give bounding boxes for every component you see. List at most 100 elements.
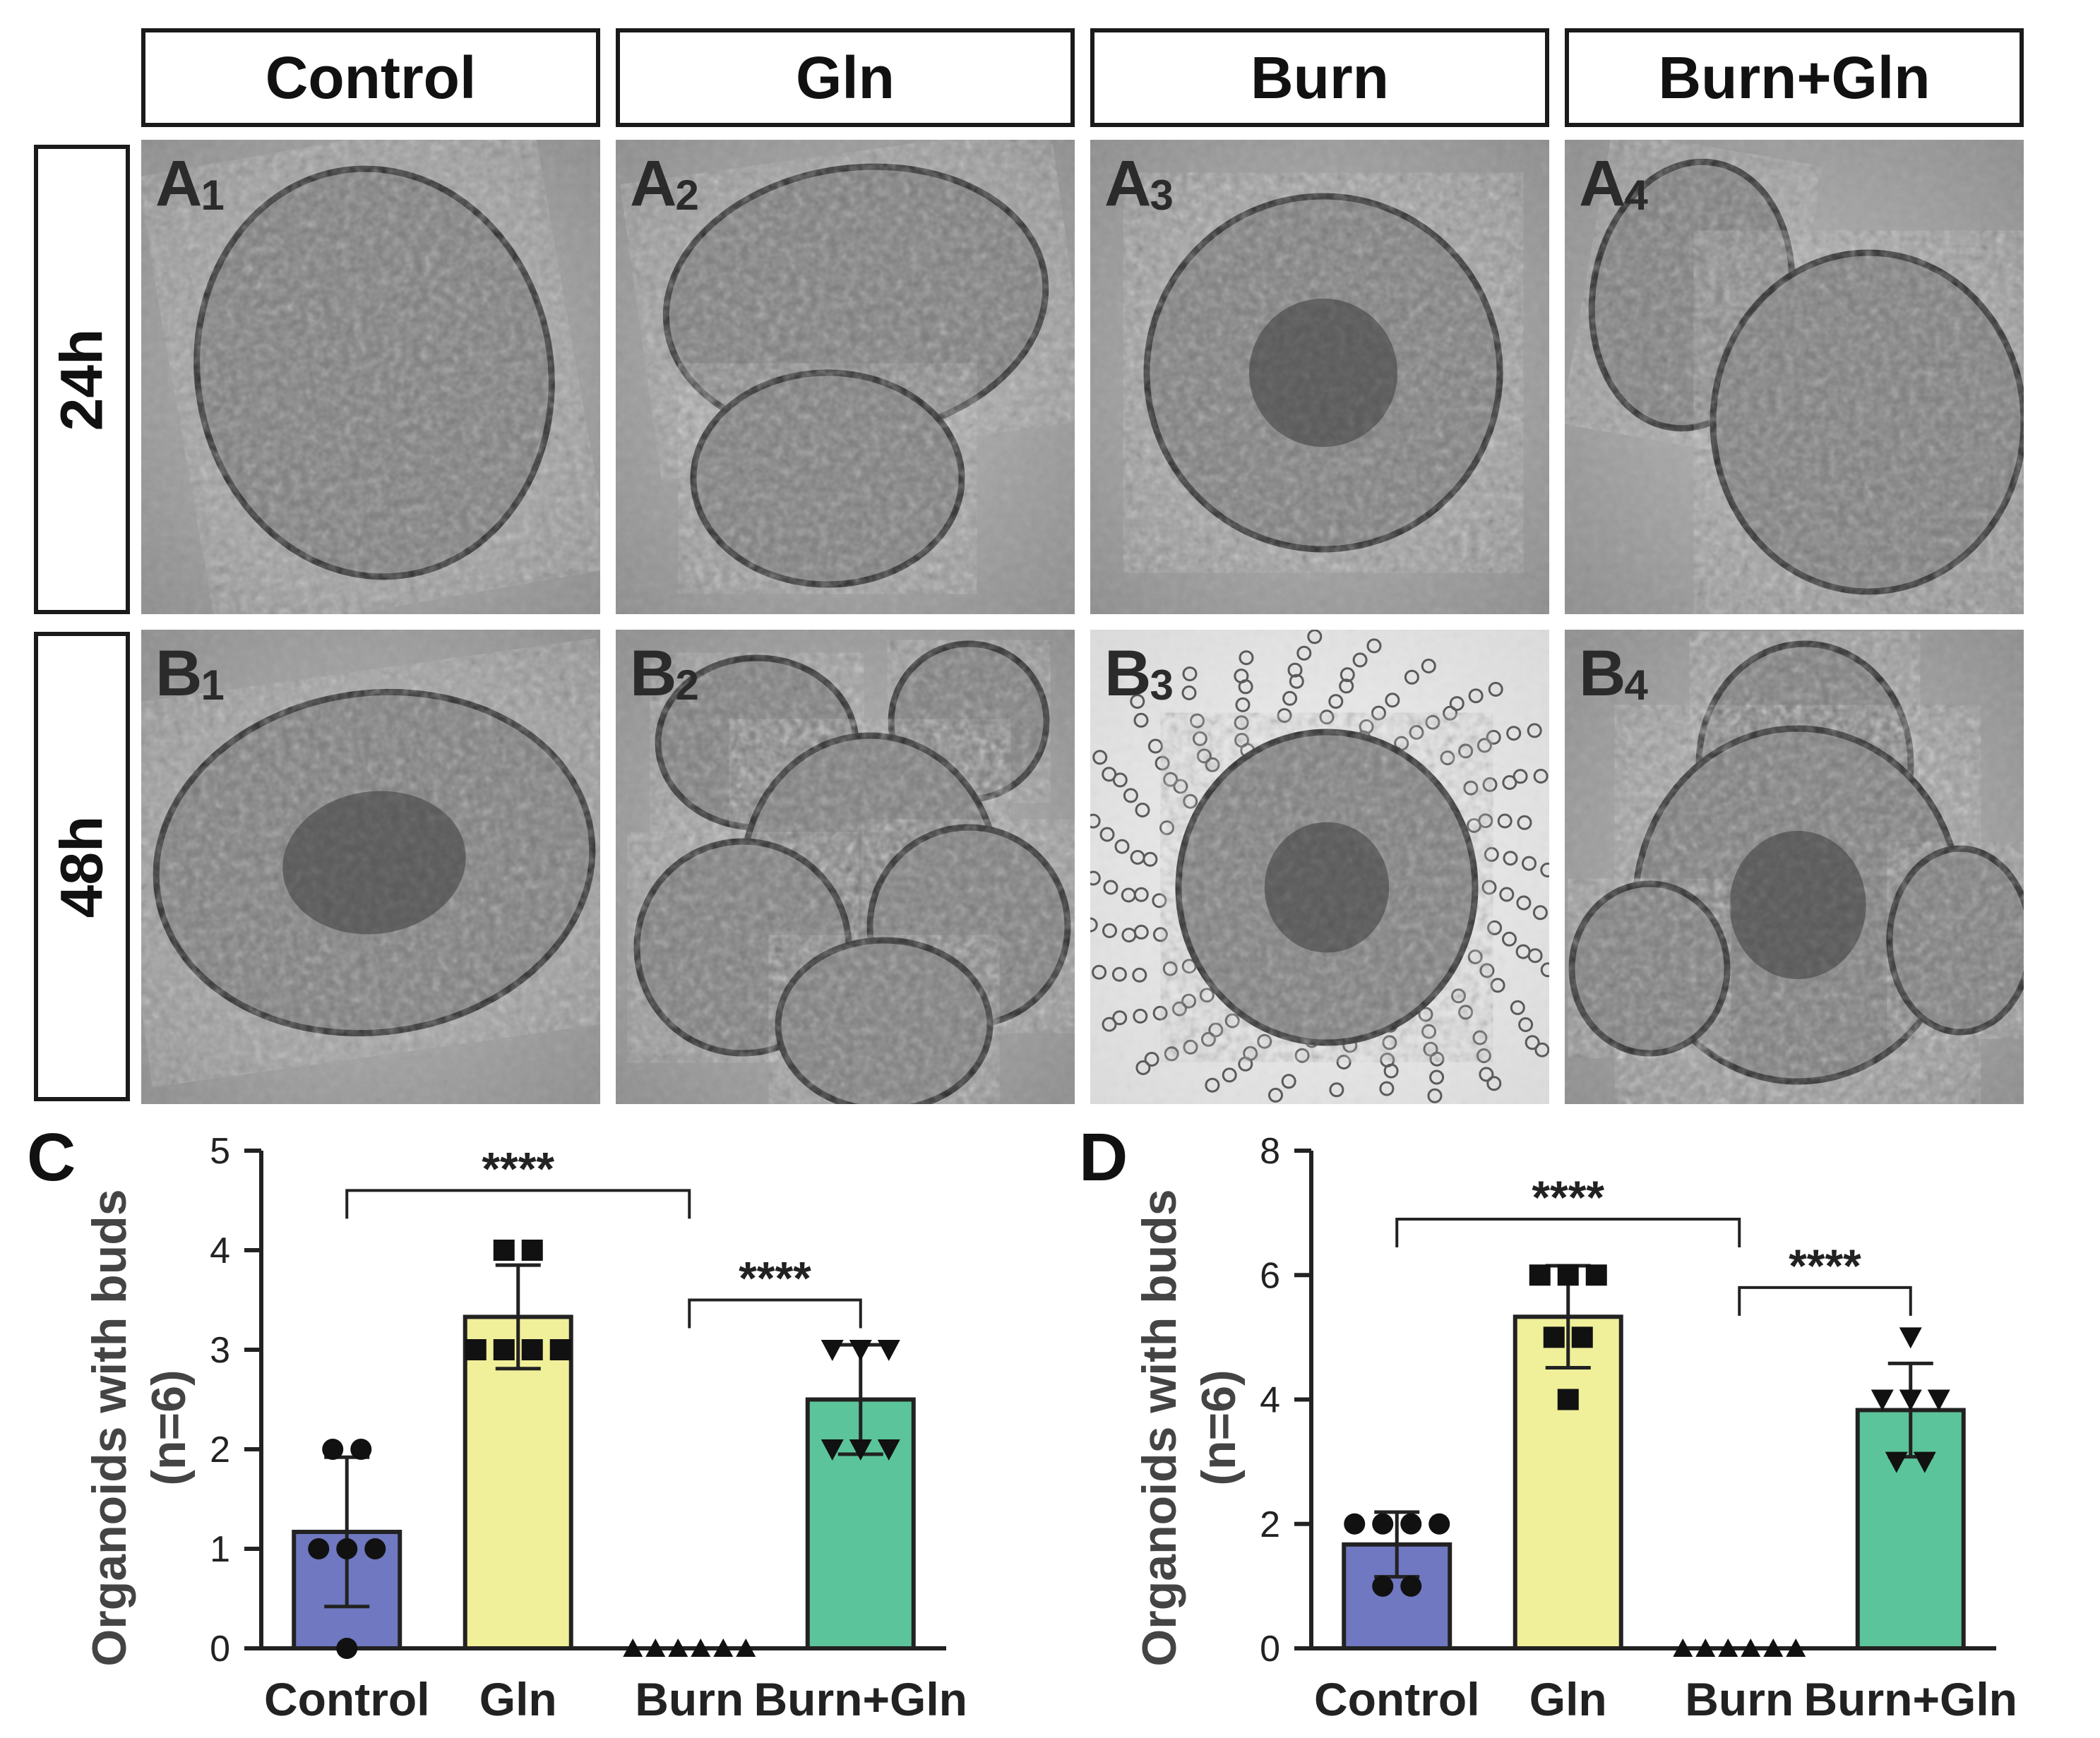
micrograph-panel-b3: B3 — [1090, 630, 1549, 1104]
panel-label-a2: A2 — [630, 147, 699, 221]
data-point — [1400, 1513, 1422, 1535]
panel-label-letter: A — [630, 148, 676, 220]
panel-label-b3: B3 — [1104, 637, 1174, 711]
y-tick-label: 0 — [210, 1629, 230, 1670]
micrograph-image-b1 — [141, 630, 600, 1104]
row-label-48h-text: 48h — [48, 815, 115, 918]
data-point — [1673, 1638, 1693, 1657]
significance-label: **** — [739, 1252, 811, 1305]
data-point — [1899, 1389, 1922, 1411]
data-point — [877, 1439, 900, 1461]
panel-label-subscript: 1 — [201, 661, 224, 709]
y-tick-label: 2 — [1260, 1504, 1280, 1545]
data-point — [1585, 1264, 1607, 1286]
data-point — [1885, 1451, 1908, 1473]
y-tick-label: 8 — [1260, 1131, 1280, 1172]
y-tick-label: 3 — [210, 1330, 230, 1371]
micrograph-image-a4 — [1565, 140, 2024, 614]
column-header-control: Control — [141, 28, 600, 127]
data-point — [322, 1439, 344, 1460]
data-point — [1763, 1638, 1784, 1657]
panel-label-subscript: 1 — [201, 172, 224, 219]
data-point — [1344, 1513, 1366, 1535]
significance-label: **** — [1789, 1240, 1861, 1292]
data-point — [1786, 1638, 1806, 1657]
micrograph-image-b3 — [1090, 630, 1549, 1104]
panel-label-letter: B — [1579, 637, 1625, 709]
panel-label-subscript: 3 — [1150, 172, 1173, 219]
x-tick-label: Burn+Gln — [753, 1673, 967, 1725]
significance-label: **** — [482, 1142, 554, 1194]
panel-label-subscript: 2 — [675, 661, 698, 709]
data-point — [549, 1339, 571, 1360]
x-tick-label: Gln — [1529, 1673, 1607, 1725]
significance-bracket — [1738, 1285, 1912, 1316]
data-point — [849, 1439, 872, 1461]
micrograph-image-a2 — [616, 140, 1075, 614]
panel-label-letter: A — [1104, 148, 1151, 220]
data-point — [736, 1638, 756, 1657]
data-point — [1571, 1326, 1593, 1348]
micrograph-panel-b2: B2 — [616, 630, 1075, 1104]
data-point — [465, 1339, 487, 1360]
panel-label-b1: B1 — [155, 637, 225, 711]
panel-label-subscript: 3 — [1150, 661, 1173, 709]
y-axis-label: Organoids with buds — [83, 1189, 136, 1666]
micrograph-panel-a2: A2 — [616, 140, 1075, 614]
significance-bracket — [688, 1298, 862, 1329]
column-header-gln: Gln — [616, 28, 1075, 127]
data-point — [1529, 1264, 1551, 1286]
data-point — [1927, 1389, 1950, 1411]
panel-label-a4: A4 — [1579, 147, 1648, 221]
y-tick-label: 2 — [210, 1430, 230, 1470]
micrograph-panel-b1: B1 — [141, 630, 600, 1104]
panel-label-letter: A — [1579, 148, 1625, 220]
data-point — [691, 1638, 711, 1657]
y-axis-label-n: (n=6) — [142, 1370, 196, 1485]
row-label-48h: 48h — [34, 632, 130, 1101]
panel-label-letter: B — [155, 637, 202, 709]
y-axis-label-n: (n=6) — [1192, 1370, 1246, 1485]
data-point — [364, 1538, 386, 1559]
data-point — [1557, 1264, 1579, 1286]
data-point — [645, 1638, 666, 1657]
y-tick-label: 0 — [1260, 1629, 1280, 1670]
data-point — [1741, 1638, 1761, 1657]
data-point — [1695, 1638, 1716, 1657]
row-label-24h-text: 24h — [48, 328, 115, 431]
data-point — [1871, 1389, 1894, 1411]
x-tick-label: Gln — [479, 1673, 557, 1725]
data-point — [1372, 1575, 1394, 1597]
y-tick-label: 6 — [1260, 1255, 1280, 1296]
micrograph-image-a1 — [141, 140, 600, 614]
column-header-burn-gln: Burn+Gln — [1565, 28, 2024, 127]
chart-c: 0 1 2 3 4 5 Organoids with buds (n=6) Control Gln… — [0, 1115, 1050, 1734]
panel-label-a1: A1 — [155, 147, 225, 221]
data-point — [821, 1439, 844, 1461]
data-point — [1557, 1389, 1579, 1410]
y-tick-label: 4 — [210, 1230, 230, 1271]
data-point — [1543, 1326, 1565, 1348]
x-tick-label: Burn — [1685, 1673, 1794, 1725]
data-point — [877, 1340, 900, 1361]
panel-label-letter: B — [630, 637, 676, 709]
data-point — [350, 1439, 372, 1460]
panel-label-subscript: 4 — [1624, 172, 1647, 219]
column-header-burn: Burn — [1090, 28, 1549, 127]
significance-bracket — [1395, 1217, 1741, 1247]
chart-d-svg: 0 2 4 6 8 Organoids with buds (n=6) Control Gln B… — [1133, 1131, 2017, 1725]
x-tick-label: Control — [1314, 1673, 1480, 1725]
data-point — [308, 1538, 330, 1559]
data-point — [1899, 1327, 1922, 1349]
data-point — [336, 1538, 358, 1559]
panel-label-subscript: 4 — [1624, 661, 1647, 709]
x-tick-label: Burn+Gln — [1803, 1673, 2017, 1725]
data-point — [336, 1638, 358, 1659]
row-label-24h: 24h — [34, 145, 130, 614]
micrograph-panel-a3: A3 — [1090, 140, 1549, 614]
data-point — [1913, 1451, 1936, 1473]
data-point — [1718, 1638, 1738, 1657]
panel-label-a3: A3 — [1104, 147, 1174, 221]
data-point — [821, 1340, 844, 1361]
x-tick-label: Burn — [635, 1673, 744, 1725]
